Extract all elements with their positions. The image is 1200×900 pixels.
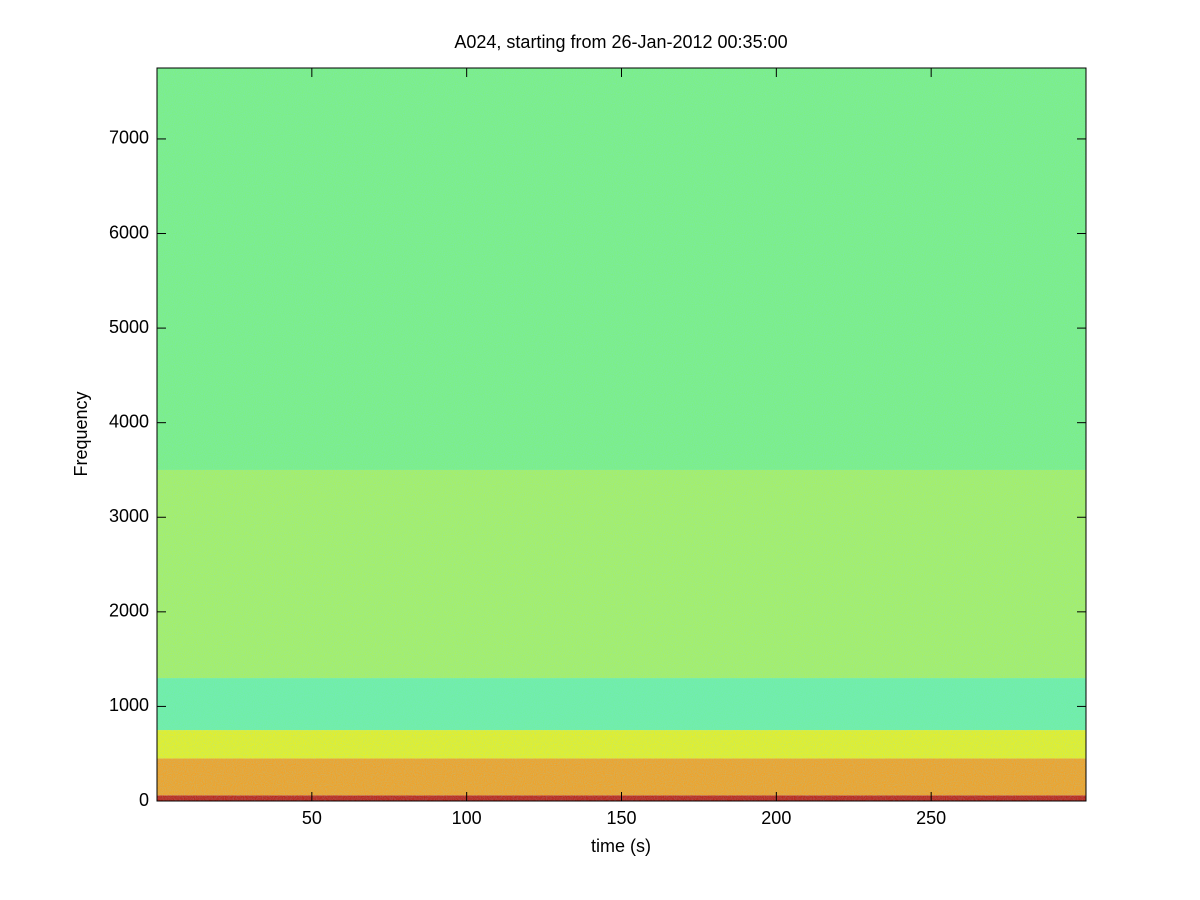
x-tick-label: 200 (761, 808, 791, 828)
x-axis-label: time (s) (591, 836, 651, 856)
y-tick-label: 1000 (109, 695, 149, 715)
y-tick-label: 2000 (109, 601, 149, 621)
y-axis-label: Frequency (71, 391, 91, 476)
y-tick-label: 4000 (109, 411, 149, 431)
x-tick-label: 250 (916, 808, 946, 828)
x-tick-label: 150 (606, 808, 636, 828)
y-tick-label: 7000 (109, 128, 149, 148)
y-tick-label: 0 (139, 790, 149, 810)
y-tick-label: 3000 (109, 506, 149, 526)
x-tick-label: 100 (452, 808, 482, 828)
plot-area (157, 68, 1086, 801)
noise-texture (157, 68, 1086, 801)
x-tick-label: 50 (302, 808, 322, 828)
y-tick-label: 5000 (109, 317, 149, 337)
chart-title: A024, starting from 26-Jan-2012 00:35:00 (454, 32, 787, 52)
y-tick-label: 6000 (109, 222, 149, 242)
